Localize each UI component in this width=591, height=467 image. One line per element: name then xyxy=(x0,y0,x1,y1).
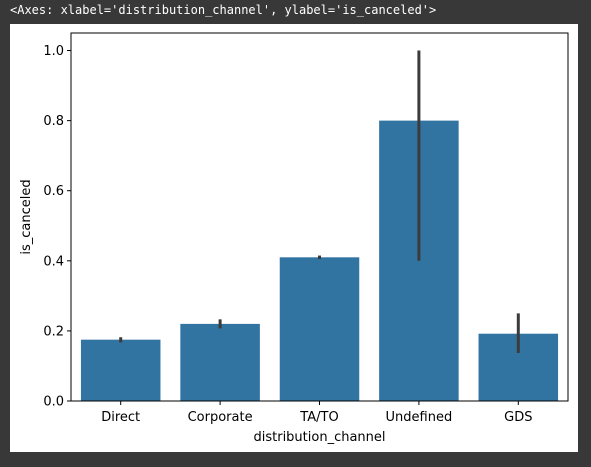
x-axis-label: distribution_channel xyxy=(253,430,385,445)
x-tick-label: Direct xyxy=(101,410,140,425)
y-tick-label: 0.4 xyxy=(43,254,64,269)
y-tick-label: 0.6 xyxy=(43,184,64,199)
y-tick-label: 1.0 xyxy=(43,44,64,59)
x-tick-label: Corporate xyxy=(188,410,253,425)
y-tick-label: 0.0 xyxy=(43,395,64,410)
bar-direct xyxy=(80,339,161,401)
axes-repr-text: <Axes: xlabel='distribution_channel', yl… xyxy=(10,3,437,17)
x-tick-label: TA/TO xyxy=(299,410,338,425)
bar-chart: 0.0 0.2 0.4 0.6 0.8 1.0 Direct Corporate TA/TO Un… xyxy=(19,32,569,445)
bar-ta-to xyxy=(279,257,360,401)
x-tick-label: Undefined xyxy=(386,410,453,425)
bar-corporate xyxy=(180,323,260,401)
y-axis-label: is_canceled xyxy=(19,179,34,254)
y-tick-label: 0.2 xyxy=(43,324,64,339)
figure-canvas: 0.0 0.2 0.4 0.6 0.8 1.0 Direct Corporate TA/TO Un… xyxy=(10,24,578,452)
y-tick-label: 0.8 xyxy=(43,114,64,129)
x-tick-label: GDS xyxy=(504,410,532,425)
